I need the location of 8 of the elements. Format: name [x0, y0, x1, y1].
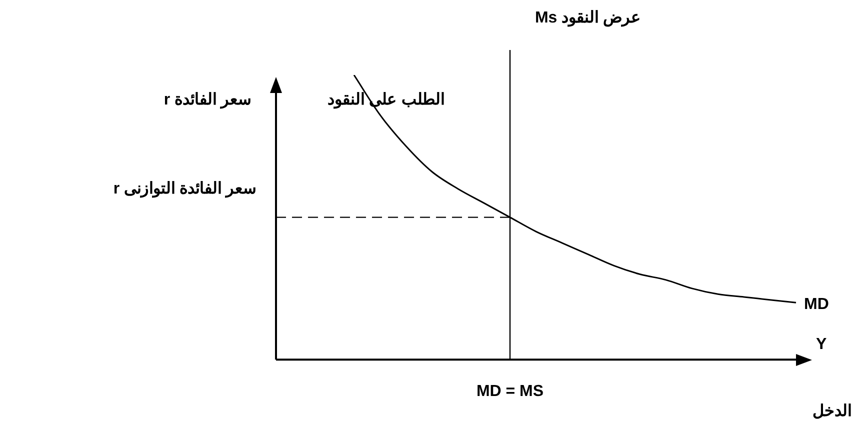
text: عرض النقود Ms	[534, 9, 642, 28]
text: MD = MS	[476, 383, 544, 400]
ref-line-label: سعر الفائدة التوازنى r	[113, 180, 256, 199]
series-label: MD	[804, 296, 829, 314]
annotation: الطلب على النقود	[328, 91, 444, 110]
text: الدخل	[812, 403, 852, 420]
x-axis-title: Y	[816, 336, 827, 354]
y-axis-title: سعر الفائدة r	[164, 91, 251, 110]
